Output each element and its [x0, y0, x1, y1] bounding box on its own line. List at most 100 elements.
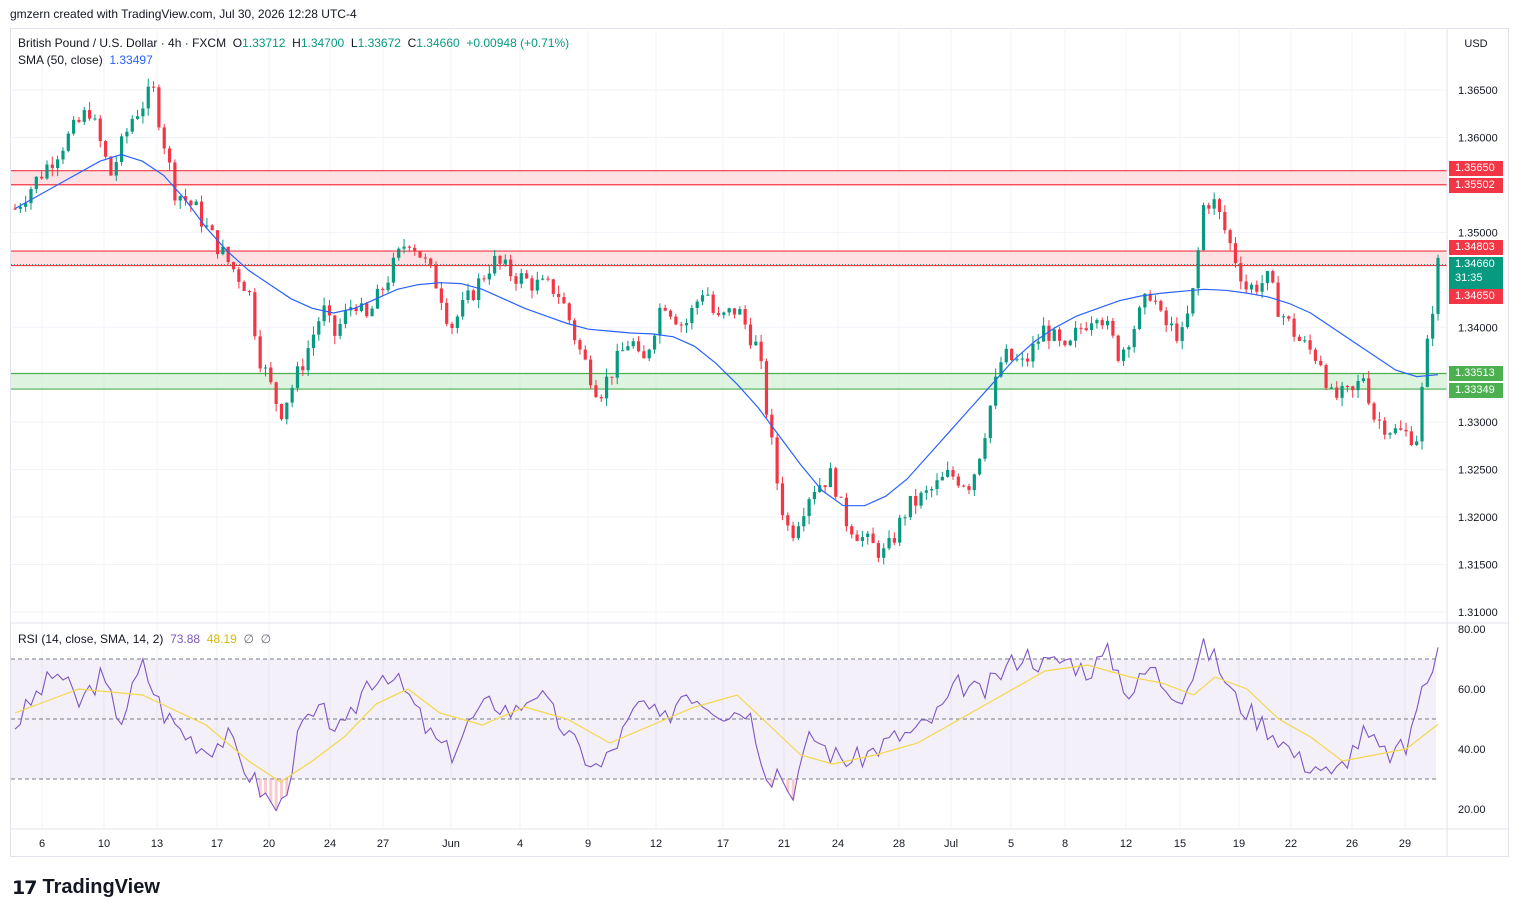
candle-body	[258, 336, 262, 369]
candle	[898, 514, 902, 546]
time-tick-label: 22	[1285, 838, 1297, 850]
candle-body	[1004, 348, 1008, 363]
candle	[860, 531, 865, 547]
candle-body	[322, 305, 326, 322]
candle-body	[1239, 263, 1243, 282]
candle-body	[50, 164, 54, 169]
time-tick-label: 12	[1120, 838, 1132, 850]
price-tick-label: 1.33000	[1458, 417, 1498, 429]
candle-body	[1095, 320, 1099, 324]
candle	[477, 273, 481, 309]
candle	[226, 246, 230, 265]
sma-50-line	[14, 153, 1439, 507]
price-zones	[11, 170, 1447, 390]
candle	[157, 84, 161, 131]
candle	[903, 514, 907, 526]
candle	[1377, 411, 1381, 429]
candle-body	[178, 196, 182, 201]
candle	[1191, 287, 1195, 317]
candle	[525, 269, 529, 280]
candle-body	[834, 468, 838, 497]
candle	[530, 275, 534, 299]
candle	[1127, 345, 1131, 358]
time-tick-label: Jul	[944, 838, 958, 850]
candle-body	[503, 259, 507, 264]
candle-body	[1345, 385, 1349, 387]
candle	[690, 304, 694, 330]
candle-body	[338, 323, 342, 336]
candle-body	[88, 110, 92, 119]
candle-body	[29, 189, 33, 204]
time-tick-label: 21	[778, 838, 790, 850]
candle-body	[1281, 316, 1286, 318]
candle	[434, 261, 438, 289]
candle-body	[1212, 199, 1216, 209]
candle	[1335, 381, 1339, 401]
candle	[146, 78, 150, 116]
candle-body	[786, 515, 790, 526]
candle-body	[860, 537, 865, 541]
candle-body	[1191, 288, 1195, 314]
candle	[620, 342, 625, 352]
candle	[610, 376, 614, 385]
candle-body	[647, 349, 651, 359]
candle	[418, 251, 422, 259]
candle	[631, 338, 635, 349]
chart-frame	[10, 28, 1509, 857]
candle	[1026, 352, 1030, 367]
candle	[1159, 299, 1163, 313]
candle-body	[775, 437, 779, 484]
axes: 1.36500 1.36000 1.35000 1.34000 1.33000 1.325…	[10, 28, 1509, 857]
candle	[45, 160, 49, 180]
candle-body	[450, 323, 454, 328]
candle	[1249, 282, 1254, 294]
candle-body	[642, 351, 646, 359]
candle	[178, 195, 182, 209]
candle-body	[525, 273, 529, 279]
candle	[93, 114, 97, 121]
candle	[375, 284, 380, 309]
candle	[317, 316, 321, 341]
candle	[866, 530, 870, 545]
tradingview-logo[interactable]: 17 TradingView	[12, 876, 160, 899]
candle	[647, 348, 651, 362]
candle-body	[82, 110, 86, 122]
candle-body	[967, 486, 971, 491]
candle-body	[615, 350, 619, 378]
candle-body	[1127, 347, 1131, 350]
candle	[1233, 237, 1238, 268]
candle-body	[812, 492, 817, 500]
candle-body	[397, 248, 401, 258]
candle	[924, 485, 928, 500]
candle-body	[183, 196, 188, 201]
candle-body	[391, 257, 396, 283]
candle	[775, 434, 779, 491]
last-price-value: 1.34660	[1455, 258, 1495, 270]
candle	[1084, 321, 1088, 332]
candle-body	[743, 309, 747, 325]
currency-selector[interactable]: USD	[1464, 38, 1488, 50]
candle	[551, 278, 555, 297]
candle	[365, 301, 369, 318]
candle	[828, 462, 833, 488]
candle-body	[1244, 281, 1248, 290]
tradingview-logo-icon: 17	[12, 876, 37, 899]
candle	[466, 283, 470, 304]
candle	[205, 217, 209, 229]
candle	[1281, 313, 1286, 325]
candle-body	[839, 496, 843, 498]
candle-body	[13, 208, 17, 210]
candle	[151, 81, 156, 92]
candle-body	[557, 293, 561, 298]
candle-body	[1164, 310, 1168, 326]
candle-body	[402, 246, 406, 249]
candle	[1436, 254, 1440, 321]
candle-body	[764, 361, 769, 415]
candle-body	[40, 176, 44, 179]
candle-body	[1367, 378, 1371, 404]
candle-body	[253, 292, 257, 337]
candle-body	[1308, 340, 1312, 350]
candle-body	[333, 315, 337, 336]
candle-body	[780, 483, 785, 516]
